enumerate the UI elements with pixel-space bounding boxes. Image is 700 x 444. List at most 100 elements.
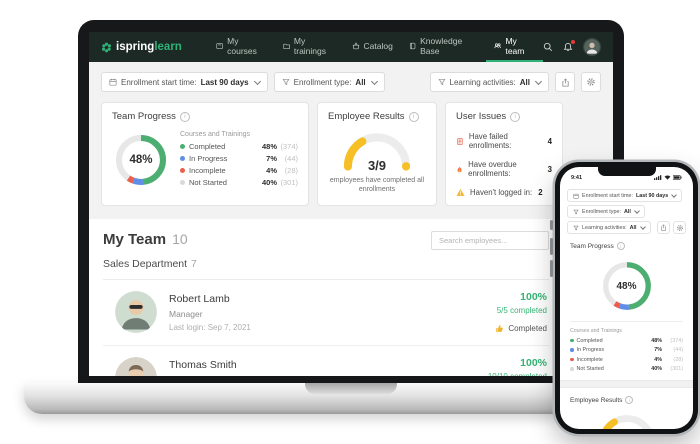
export-icon	[561, 78, 569, 87]
gear-icon	[587, 78, 595, 86]
phone-filter-row-3: Learning activities: All	[567, 221, 686, 234]
overdue-enrollments-row[interactable]: Have overdue enrollments: 3	[456, 160, 552, 178]
knowledge-base-icon	[409, 42, 416, 50]
phone-filter-bar: Enrollment start time: Last 90 days Enro…	[560, 185, 693, 234]
learning-activities-filter[interactable]: Learning activities: All	[429, 72, 549, 92]
warning-icon	[456, 188, 465, 196]
legend-row: In Progress 7% (44)	[180, 154, 298, 163]
filter-bar-right: Learning activities: All	[429, 72, 601, 92]
calendar-icon	[109, 78, 117, 86]
employee-stats: 100% 5/5 completed Completed	[397, 291, 547, 333]
phone-screen: 9:41 Enrollment start time: Last 90 days…	[560, 167, 693, 429]
failed-enrollments-row[interactable]: Have failed enrollments: 4	[456, 132, 552, 150]
department-name: Sales Department	[103, 258, 188, 270]
phone-notch	[597, 167, 656, 176]
employee-results-value: 3/9	[367, 158, 387, 173]
nav-item-knowledge-base[interactable]: Knowledge Base	[401, 32, 486, 62]
incomplete-dot	[570, 357, 574, 362]
completed-badge: Completed	[495, 324, 547, 333]
not-logged-in-row[interactable]: Haven't logged in: 2	[456, 188, 552, 197]
nav-item-my-courses[interactable]: My courses	[208, 32, 275, 62]
filter-icon	[437, 79, 446, 86]
status-icons	[654, 175, 682, 180]
phone-export-button[interactable]	[657, 221, 670, 234]
phone-learning-activities-filter[interactable]: Learning activities: All	[567, 221, 651, 234]
employee-results-gauge: 3/9	[341, 131, 413, 173]
export-button[interactable]	[555, 72, 575, 92]
enrollment-type-filter[interactable]: Enrollment type: All	[273, 72, 385, 92]
phone-status-bar: 9:41	[560, 167, 693, 185]
phone-team-progress-percent: 48%	[616, 280, 637, 292]
chevron-down-icon	[671, 192, 678, 198]
phone-volume-down-button	[550, 260, 553, 277]
divider	[570, 321, 683, 322]
info-icon[interactable]	[179, 111, 190, 122]
status-time: 9:41	[571, 174, 583, 181]
filter-bar: Enrollment start time: Last 90 days Enro…	[101, 72, 601, 92]
my-team-count: 10	[172, 231, 188, 247]
info-icon[interactable]	[510, 111, 521, 122]
phone-enrollment-start-filter[interactable]: Enrollment start time: Last 90 days	[567, 189, 683, 202]
settings-button[interactable]	[581, 72, 601, 92]
user-avatar[interactable]	[583, 38, 601, 56]
not-started-dot	[180, 180, 185, 185]
catalog-icon	[352, 42, 359, 50]
avatar-image	[584, 39, 600, 55]
info-icon[interactable]	[616, 242, 625, 250]
employee-row-robert-lamb[interactable]: Robert Lamb Manager Last login: Sep 7, 2…	[103, 280, 549, 346]
brand-logo[interactable]: ispringlearn	[101, 32, 182, 62]
chevron-down-icon	[639, 224, 646, 230]
enrollment-start-filter[interactable]: Enrollment start time: Last 90 days	[101, 72, 268, 92]
legend-row: In Progress 7% (44)	[570, 347, 683, 353]
legend-row: Completed 48% (374)	[180, 142, 298, 151]
section-separator	[560, 380, 693, 388]
employee-completed-ratio: 10/10 completed	[397, 372, 547, 376]
phone-team-progress-card: Team Progress 48%	[560, 234, 693, 322]
phone-enrollment-type-filter[interactable]: Enrollment type: All	[567, 205, 645, 218]
employee-stats: 100% 10/10 completed Overdue 3 Completed	[397, 357, 547, 376]
employee-results-caption: employees have completed all enrollments	[329, 177, 425, 194]
in-progress-dot	[180, 156, 185, 161]
widgets-row: Team Progress	[101, 102, 601, 206]
phone-settings-button[interactable]	[673, 221, 686, 234]
employee-avatar	[115, 291, 157, 333]
gear-icon	[676, 224, 683, 231]
incomplete-dot	[180, 168, 185, 173]
nav-item-my-team[interactable]: My team	[486, 32, 544, 62]
legend-row: Incomplete 4% (28)	[180, 166, 298, 175]
filter-icon	[573, 209, 579, 214]
team-progress-donut: 48%	[112, 131, 170, 189]
department-row[interactable]: Sales Department 7	[103, 258, 549, 270]
team-icon	[494, 43, 502, 49]
employee-results-title: Employee Results	[328, 111, 419, 122]
phone-employee-results-card: Employee Results 3/9	[560, 388, 693, 429]
signal-icon	[654, 175, 662, 180]
nav-item-my-trainings[interactable]: My trainings	[275, 32, 344, 62]
employee-row-thomas-smith[interactable]: Thomas Smith Manager Last login: Aug 31,…	[103, 346, 549, 376]
user-issues-card: User Issues Have failed enrollments: 4 H…	[445, 102, 563, 206]
battery-icon	[673, 175, 682, 180]
phone-employee-results-title: Employee Results	[570, 396, 683, 404]
chevron-down-icon	[634, 208, 640, 214]
nav-item-catalog[interactable]: Catalog	[344, 32, 401, 62]
notification-badge	[571, 40, 575, 44]
info-icon[interactable]	[625, 396, 634, 404]
info-icon[interactable]	[408, 111, 419, 122]
phone-mockup: 9:41 Enrollment start time: Last 90 days…	[550, 162, 698, 434]
phone-team-progress-donut: 48%	[599, 258, 655, 314]
notifications-button[interactable]	[563, 40, 575, 52]
legend-row: Not Started 40% (301)	[180, 178, 298, 187]
legend-row: Completed 48% (374)	[570, 338, 683, 344]
chevron-down-icon	[253, 77, 261, 85]
search-employees-input[interactable]	[431, 231, 549, 250]
phone-team-progress-title: Team Progress	[570, 242, 683, 250]
export-icon	[661, 224, 666, 231]
search-icon[interactable]	[543, 42, 553, 52]
team-progress-percent: 48%	[129, 154, 153, 166]
my-team-title: My Team	[103, 231, 167, 248]
user-issues-title: User Issues	[456, 111, 552, 122]
laptop-screen: ispringlearn My courses My trainings Cat…	[89, 32, 613, 376]
employee-percent: 100%	[520, 357, 547, 369]
employee-percent: 100%	[520, 291, 547, 303]
